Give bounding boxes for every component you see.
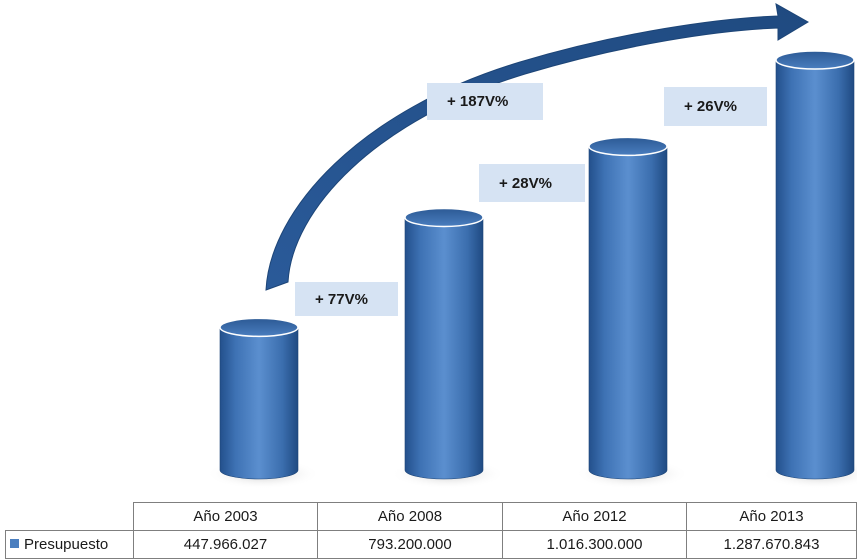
- bar-body: [219, 327, 299, 480]
- callout-187: + 187V%: [427, 83, 543, 120]
- value-cell: 1.016.300.000: [502, 530, 687, 559]
- category-label: Año 2013: [686, 502, 857, 531]
- bar-año-2003: [206, 317, 320, 489]
- table-header-row: Año 2003 Año 2008 Año 2012 Año 2013: [5, 502, 857, 531]
- series-name: Presupuesto: [24, 536, 109, 553]
- bars-layer: [206, 50, 857, 489]
- bar-body: [588, 146, 668, 480]
- table-row: Presupuesto 447.966.027 793.200.000 1.01…: [5, 530, 857, 559]
- value-cell: 447.966.027: [133, 530, 318, 559]
- bar-año-2013: [762, 50, 857, 489]
- data-table: Año 2003 Año 2008 Año 2012 Año 2013 Pres…: [5, 502, 857, 559]
- bar-body: [404, 217, 484, 480]
- chart-area: [206, 3, 857, 489]
- callout-77: + 77V%: [295, 282, 398, 316]
- bar-top: [588, 136, 668, 157]
- bar-año-2008: [391, 207, 505, 489]
- bar-top: [219, 317, 299, 338]
- value-cell: 1.287.670.843: [686, 530, 857, 559]
- category-label: Año 2003: [133, 502, 318, 531]
- bar-top: [775, 50, 855, 70]
- callout-28: + 28V%: [479, 164, 585, 202]
- category-label: Año 2012: [502, 502, 687, 531]
- value-cell: 793.200.000: [317, 530, 503, 559]
- growth-arrow: [265, 3, 809, 291]
- bar-body: [775, 59, 855, 480]
- category-label: Año 2008: [317, 502, 503, 531]
- bar-top: [404, 207, 484, 228]
- bar-año-2012: [575, 136, 689, 489]
- series-legend-cell: Presupuesto: [5, 530, 134, 559]
- legend-swatch: [10, 539, 19, 548]
- table-corner: [5, 502, 134, 531]
- callout-26: + 26V%: [664, 87, 767, 126]
